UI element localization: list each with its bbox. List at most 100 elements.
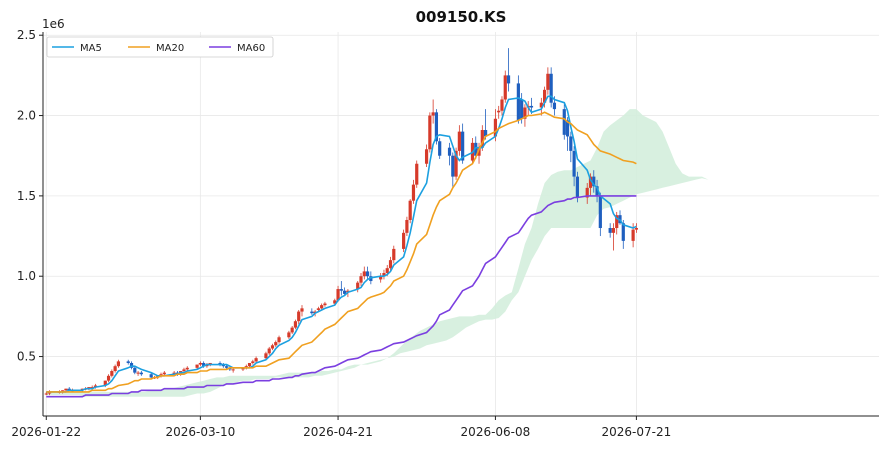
candle-body bbox=[592, 176, 596, 187]
candle-body bbox=[61, 390, 65, 392]
candle-body bbox=[64, 388, 68, 391]
chart-title: 009150.KS bbox=[416, 8, 507, 26]
candle-body bbox=[434, 112, 439, 142]
candle-body bbox=[520, 99, 524, 119]
candle-body bbox=[195, 364, 199, 368]
legend-label: MA20 bbox=[156, 43, 184, 54]
x-tick-label: 2026-04-21 bbox=[303, 425, 373, 439]
candle-body bbox=[336, 289, 340, 301]
candle-body bbox=[424, 149, 429, 164]
cloud-polygon bbox=[46, 109, 709, 397]
candle-body bbox=[621, 223, 625, 241]
candle-body bbox=[202, 362, 206, 367]
candle-body bbox=[139, 372, 143, 375]
candle-body bbox=[631, 229, 635, 241]
candle-body bbox=[162, 372, 166, 375]
x-tick-label: 2026-07-21 bbox=[602, 425, 672, 439]
candle-body bbox=[615, 215, 619, 229]
candle-body bbox=[251, 361, 255, 363]
candle-body bbox=[136, 372, 140, 374]
candle-body bbox=[608, 228, 612, 233]
candle-body bbox=[516, 83, 520, 121]
y-tick-label: 1.0 bbox=[17, 269, 36, 283]
candle-body bbox=[428, 115, 432, 150]
candle-body bbox=[343, 290, 347, 294]
candle-body bbox=[451, 155, 455, 177]
candle-body bbox=[198, 362, 202, 365]
ticks: 0.5 1.0 1.5 2.0 2.5 2026-01-22 2026-03-10 2026-… bbox=[11, 28, 671, 439]
candle-body bbox=[320, 305, 324, 309]
candle-body bbox=[316, 308, 320, 310]
candle-body bbox=[365, 271, 370, 277]
ma-line-ma20 bbox=[46, 111, 637, 393]
candle-body bbox=[133, 367, 137, 373]
candle-body bbox=[267, 348, 271, 354]
candle-body bbox=[300, 308, 304, 312]
candle-body bbox=[231, 369, 235, 371]
legend-label: MA60 bbox=[237, 43, 265, 54]
candle-body bbox=[572, 150, 576, 177]
candle-body bbox=[388, 260, 393, 269]
candle-body bbox=[293, 321, 298, 328]
candle-body bbox=[182, 369, 186, 372]
candle-body bbox=[523, 107, 527, 119]
candle-body bbox=[110, 371, 114, 376]
candle-body bbox=[503, 75, 507, 100]
legend-label: MA5 bbox=[80, 43, 102, 54]
candle-body bbox=[562, 109, 566, 135]
candle-body bbox=[474, 142, 478, 156]
y-tick-label: 2.5 bbox=[17, 28, 36, 42]
candle-body bbox=[382, 273, 386, 277]
ma-line-ma60 bbox=[46, 195, 637, 398]
candle-body bbox=[333, 300, 337, 304]
candle-body bbox=[106, 375, 111, 381]
x-tick-label: 2026-03-10 bbox=[165, 425, 235, 439]
candle-body bbox=[149, 374, 153, 378]
candle-body bbox=[90, 387, 94, 389]
candle-body bbox=[339, 289, 343, 291]
grid bbox=[43, 32, 879, 416]
candle-body bbox=[431, 112, 435, 116]
y-multiplier-label: 1e6 bbox=[42, 17, 65, 31]
y-tick-label: 0.5 bbox=[17, 350, 36, 364]
candle-body bbox=[244, 366, 248, 368]
candle-body bbox=[310, 311, 314, 314]
candle-body bbox=[392, 248, 396, 261]
candle-body bbox=[411, 184, 416, 201]
candle-body bbox=[93, 385, 98, 388]
candle-body bbox=[172, 372, 176, 374]
candle-body bbox=[457, 131, 461, 151]
candle-body bbox=[47, 391, 52, 394]
candle-body bbox=[493, 118, 498, 137]
candle-body bbox=[634, 228, 638, 230]
candle-body bbox=[506, 75, 511, 84]
candle-body bbox=[565, 120, 570, 137]
candle-body bbox=[483, 130, 488, 137]
candle-body bbox=[241, 367, 245, 370]
candle-body bbox=[549, 73, 553, 103]
ma-line-ma5 bbox=[46, 95, 637, 393]
candle-body bbox=[546, 73, 550, 90]
candle-body bbox=[44, 393, 48, 395]
candle-body bbox=[569, 136, 573, 151]
x-tick-label: 2026-01-22 bbox=[11, 425, 81, 439]
candle-body bbox=[447, 147, 452, 156]
candle-body bbox=[585, 187, 589, 198]
candle-body bbox=[208, 362, 212, 365]
candle-body bbox=[254, 358, 258, 362]
candle-body bbox=[480, 130, 484, 148]
candle-body bbox=[287, 332, 291, 338]
candle-body bbox=[185, 367, 189, 370]
candle-body bbox=[539, 102, 543, 108]
moving-averages bbox=[46, 95, 637, 398]
y-tick-label: 2.0 bbox=[17, 109, 36, 123]
candle-body bbox=[588, 176, 593, 188]
candle-body bbox=[277, 337, 281, 343]
candle-body bbox=[274, 342, 278, 346]
candle-body bbox=[87, 387, 91, 389]
candle-body bbox=[477, 147, 481, 156]
candle-body bbox=[575, 176, 579, 198]
candle-body bbox=[461, 131, 465, 161]
legend-box bbox=[46, 36, 274, 58]
